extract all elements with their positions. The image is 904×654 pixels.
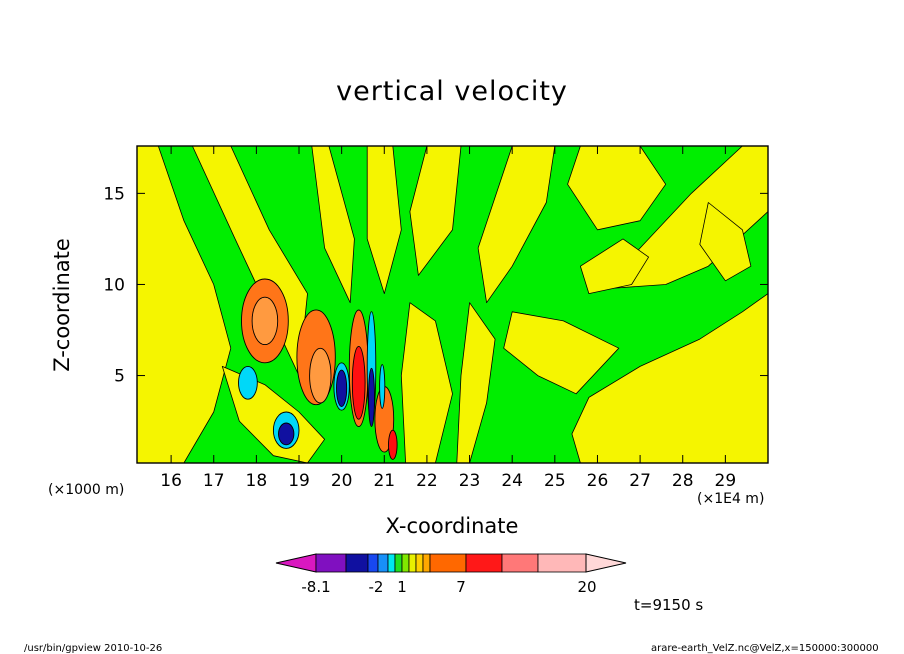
time-label: t=9150 s	[634, 596, 704, 614]
y-tick-label: 5	[114, 367, 125, 387]
velocity-field	[137, 146, 768, 463]
plot-frame	[136, 145, 769, 464]
y-axis-unit: (×1000 m)	[48, 482, 125, 498]
colorbar-label: 7	[456, 578, 466, 596]
colorbar-swatch	[465, 553, 503, 573]
y-tick-label: 15	[103, 184, 125, 204]
weak-updraft-region	[400, 302, 453, 463]
colorbar-label: -8.1	[301, 578, 330, 596]
colorbar-swatch	[501, 553, 539, 573]
x-tick-label: 28	[672, 471, 694, 491]
colorbar-swatch	[367, 553, 379, 573]
downdraft-core	[379, 364, 386, 409]
x-tick-label: 29	[715, 471, 737, 491]
weak-updraft-region	[567, 146, 667, 231]
weak-updraft-region	[477, 146, 556, 304]
updraft-core	[351, 345, 366, 420]
weak-updraft-region	[503, 311, 620, 395]
colorbar-high-arrow	[585, 553, 627, 573]
updraft-core	[309, 347, 332, 404]
colorbar-label: -2	[369, 578, 384, 596]
y-tick-label: 10	[103, 275, 125, 295]
updraft-core	[251, 296, 279, 346]
footer-source: arare-earth_VelZ.nc@VelZ,x=150000:300000	[651, 643, 879, 654]
chart-title: vertical velocity	[336, 76, 568, 107]
downdraft-core	[278, 422, 295, 446]
weak-updraft-region	[571, 293, 768, 463]
colorbar-swatch	[422, 553, 431, 573]
colorbar-swatch	[408, 553, 417, 573]
colorbar-label: 20	[577, 578, 596, 596]
x-tick-label: 24	[501, 471, 523, 491]
x-tick-label: 18	[246, 471, 268, 491]
colorbar-swatch	[415, 553, 424, 573]
downdraft-core	[336, 369, 348, 407]
updraft-core	[388, 429, 398, 460]
colorbar-low-arrow	[275, 553, 317, 573]
downdraft-core	[368, 367, 375, 427]
x-axis-unit: (×1E4 m)	[697, 491, 765, 507]
colorbar-swatch	[315, 553, 347, 573]
weak-updraft-region	[409, 146, 462, 276]
weak-updraft-region	[311, 146, 355, 304]
colorbar-swatch	[401, 553, 410, 573]
y-axis-title: Z-coordinate	[50, 238, 74, 372]
downdraft-core	[238, 365, 258, 400]
x-tick-label: 22	[416, 471, 438, 491]
x-tick-label: 20	[331, 471, 353, 491]
weak-updraft-region	[614, 146, 768, 289]
x-axis: 16 17 18 19 20 21 22 23 24 25 26 27 28 29	[160, 146, 736, 491]
x-tick-label: 26	[587, 471, 609, 491]
y-axis: 5 10 15	[103, 184, 768, 387]
x-tick-label: 25	[544, 471, 566, 491]
colorbar-swatch	[429, 553, 467, 573]
weak-updraft-region	[366, 146, 402, 295]
colorbar-swatch	[377, 553, 389, 573]
colorbar-swatch	[387, 553, 396, 573]
x-tick-label: 17	[203, 471, 225, 491]
weak-updraft-region	[699, 202, 752, 282]
colorbar-swatch	[345, 553, 369, 573]
weak-updraft-region	[137, 146, 232, 463]
colorbar-swatch	[537, 553, 587, 573]
x-tick-label: 19	[288, 471, 310, 491]
x-tick-label: 16	[160, 471, 182, 491]
x-axis-title: X-coordinate	[385, 514, 519, 538]
weak-updraft-region	[580, 238, 649, 295]
colorbar-label: 1	[397, 578, 407, 596]
colorbar-swatch	[394, 553, 403, 573]
weak-updraft-region	[456, 302, 496, 463]
footer-command: /usr/bin/gpview 2010-10-26	[24, 643, 163, 654]
x-tick-label: 23	[459, 471, 481, 491]
x-tick-label: 27	[629, 471, 651, 491]
colorbar: -8.1 -2 1 7 20	[275, 553, 627, 596]
x-tick-label: 21	[373, 471, 395, 491]
